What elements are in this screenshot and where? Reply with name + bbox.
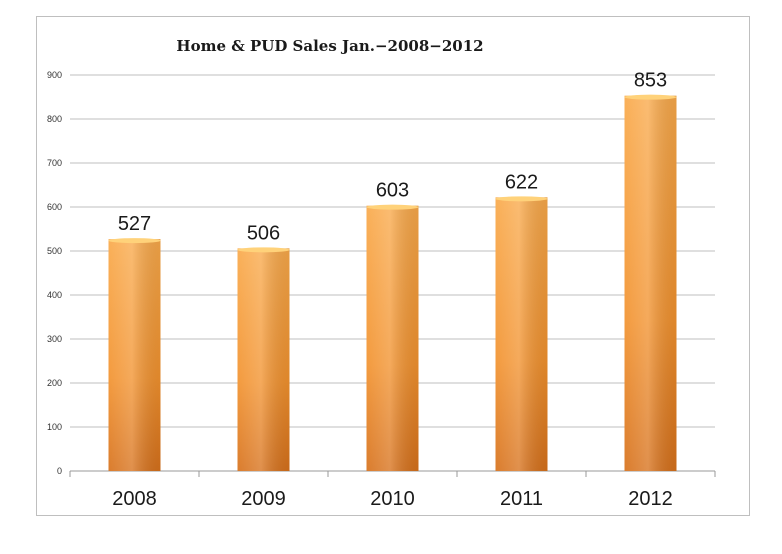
y-tick-label: 400 [47, 290, 62, 300]
y-tick-label: 100 [47, 422, 62, 432]
x-axis: 2008 2009 2010 2011 2012 [112, 488, 673, 510]
x-tick-label: 2009 [241, 488, 286, 510]
bar-sheen [366, 205, 419, 471]
bar [237, 247, 290, 471]
y-tick-label: 200 [47, 378, 62, 388]
data-label: 506 [247, 222, 280, 244]
y-tick-label: 900 [47, 70, 62, 80]
x-tick-label: 2010 [370, 488, 415, 510]
bar [495, 196, 548, 471]
y-tick-label: 600 [47, 202, 62, 212]
bar-sheen [237, 248, 290, 471]
bar [624, 94, 677, 472]
bar-top-highlight [624, 94, 677, 100]
y-tick-label: 800 [47, 114, 62, 124]
chart-title: Home & PUD Sales Jan.−2008−2012 [176, 37, 483, 55]
y-tick-label: 0 [57, 466, 62, 476]
bar-sheen [108, 239, 161, 471]
bar-top-highlight [108, 238, 161, 244]
y-tick-label: 300 [47, 334, 62, 344]
grid-layer [69, 74, 716, 477]
bar-top-highlight [237, 247, 290, 253]
data-labels: 527 506 603 622 853 [118, 70, 667, 245]
bars-layer [108, 94, 677, 472]
bar-top-highlight [495, 196, 548, 202]
y-tick-label: 700 [47, 158, 62, 168]
bar-top-highlight [366, 204, 419, 210]
bar-sheen [624, 95, 677, 472]
data-label: 622 [505, 171, 538, 193]
bar [366, 204, 419, 471]
y-tick-label: 500 [47, 246, 62, 256]
y-axis: 0 100 200 300 400 500 600 700 800 900 [47, 70, 62, 476]
x-tick-label: 2011 [500, 488, 543, 510]
bar-sheen [495, 197, 548, 471]
x-tick-label: 2008 [112, 488, 157, 510]
data-label: 603 [376, 180, 409, 202]
x-tick-label: 2012 [628, 488, 673, 510]
bar [108, 238, 161, 471]
data-label: 527 [118, 213, 151, 235]
data-label: 853 [634, 70, 667, 92]
